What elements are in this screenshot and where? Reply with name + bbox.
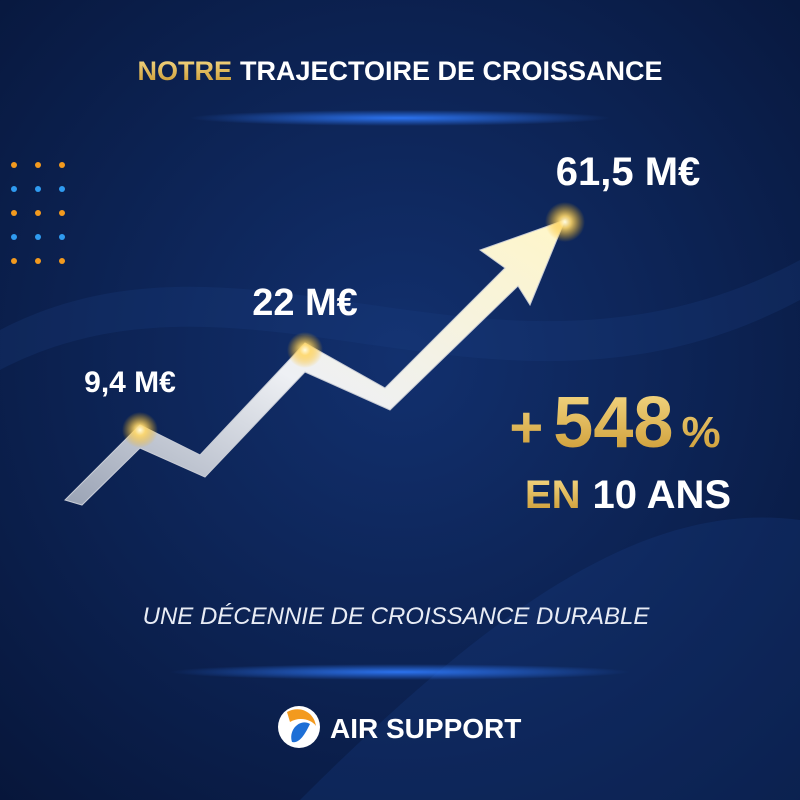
- tagline: UNE DÉCENNIE DE CROISSANCE DURABLE: [143, 603, 651, 630]
- wave: [0, 260, 800, 370]
- growth-unit: %: [681, 408, 720, 457]
- glow: [170, 664, 630, 680]
- milestone-label: 61,5 M€: [556, 150, 701, 194]
- dot: [35, 234, 41, 240]
- dot: [11, 210, 17, 216]
- growth-sign: +: [509, 395, 543, 460]
- brand-logo: [278, 706, 320, 748]
- dot: [35, 210, 41, 216]
- growth-period: EN 10 ANS: [525, 473, 731, 517]
- dot: [11, 162, 17, 168]
- growth-value: 548: [553, 383, 673, 463]
- period-prefix: EN: [525, 473, 581, 517]
- sparkle: [287, 332, 323, 368]
- title: NOTRE TRAJECTOIRE DE CROISSANCE: [137, 56, 662, 86]
- title-highlight: NOTRE: [137, 56, 232, 86]
- dot: [35, 258, 41, 264]
- dot-grid: [11, 162, 65, 264]
- title-rest: TRAJECTOIRE DE CROISSANCE: [240, 56, 663, 86]
- dot: [11, 186, 17, 192]
- glow: [190, 110, 610, 126]
- milestone-label: 22 M€: [252, 282, 358, 324]
- milestone-label: 9,4 M€: [84, 366, 176, 399]
- dot: [59, 162, 65, 168]
- period-rest: 10 ANS: [593, 473, 732, 517]
- dot: [11, 258, 17, 264]
- dot: [59, 186, 65, 192]
- dot: [59, 234, 65, 240]
- sparkle: [545, 202, 585, 242]
- dot: [35, 162, 41, 168]
- brand-name: AIR SUPPORT: [330, 713, 521, 744]
- dot: [35, 186, 41, 192]
- wave: [300, 517, 800, 800]
- sparkle: [122, 412, 158, 448]
- dot: [11, 234, 17, 240]
- dot: [59, 258, 65, 264]
- dot: [59, 210, 65, 216]
- growth-figure: +548%: [509, 383, 720, 463]
